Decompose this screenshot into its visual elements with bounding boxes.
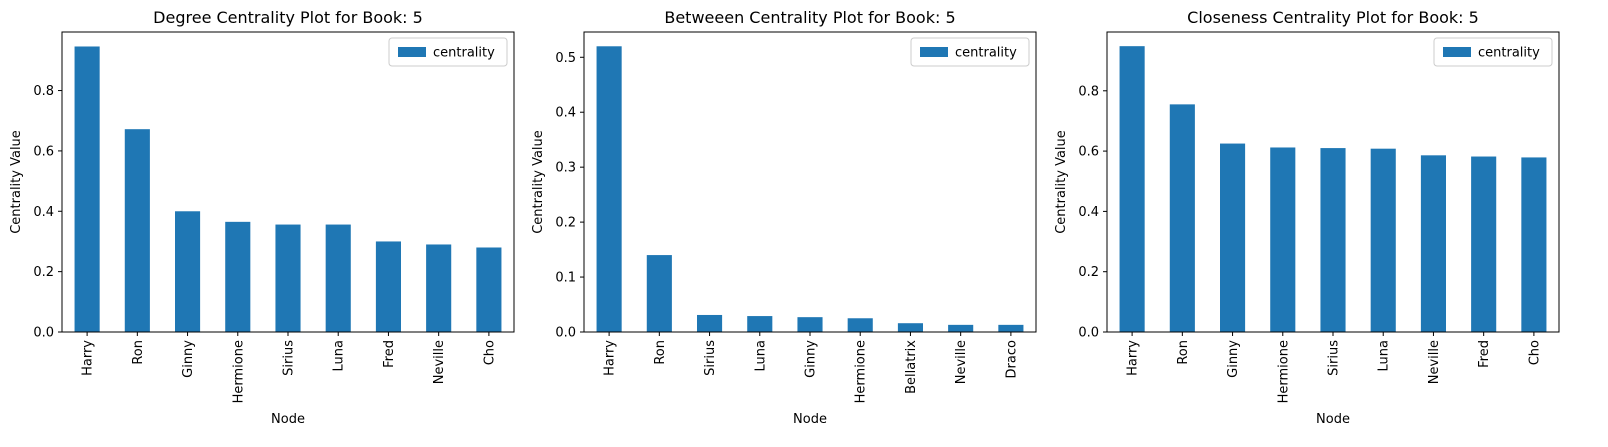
legend-swatch — [1443, 47, 1471, 57]
legend: centrality — [910, 37, 1030, 67]
legend-box — [1433, 37, 1553, 67]
x-axis-label: Node — [793, 412, 827, 427]
bar-harry — [1119, 46, 1145, 333]
x-axis-label: Node — [271, 412, 305, 427]
x-tick-label: Neville — [1427, 340, 1442, 384]
y-tick-label: 0.8 — [33, 84, 54, 99]
chart-title: Degree Centrality Plot for Book: 5 — [153, 8, 423, 27]
x-tick-label: Fred — [382, 340, 397, 368]
chart-1: 0.0 0.2 0.4 0.6 0.8 Harry Ron Ginny Hermione Siri… — [9, 8, 515, 427]
y-tick-label: 0.0 — [555, 326, 576, 341]
legend: centrality — [1433, 37, 1553, 67]
bar-ron — [1169, 104, 1195, 332]
y-axis-label: Centrality Value — [9, 130, 24, 234]
bar-ginny — [797, 317, 823, 332]
x-tick-label: Cho — [1527, 340, 1542, 365]
y-tick-label: 0.2 — [1078, 265, 1099, 280]
x-tick-label: Neville — [954, 340, 969, 384]
y-tick-label: 0.3 — [555, 161, 576, 176]
x-tick-label: Luna — [753, 340, 768, 371]
x-tick-label: Ginny — [804, 340, 819, 378]
legend-label: centrality — [433, 46, 495, 61]
bar-cho — [476, 247, 502, 332]
bar-bellatrix — [897, 323, 923, 332]
bar-harry — [596, 46, 622, 333]
x-tick-label: Hermione — [231, 340, 246, 403]
x-tick-label: Fred — [1477, 340, 1492, 368]
legend-swatch — [398, 47, 426, 57]
bar-ginny — [175, 211, 201, 332]
x-tick-label: Ginny — [181, 340, 196, 378]
x-tick-label: Neville — [432, 340, 447, 384]
x-tick-label: Cho — [482, 340, 497, 365]
bar-luna — [325, 224, 351, 332]
y-tick-label: 0.5 — [555, 51, 576, 66]
bar-luna — [747, 316, 773, 332]
x-tick-label: Luna — [1377, 340, 1392, 371]
x-tick-label: Draco — [1004, 340, 1019, 378]
x-tick-label: Ginny — [1226, 340, 1241, 378]
bar-ginny — [1220, 143, 1246, 332]
y-tick-label: 0.1 — [555, 271, 576, 286]
chart-title: Betweeen Centrality Plot for Book: 5 — [664, 8, 955, 27]
x-tick-label: Sirius — [703, 340, 718, 376]
bar-ron — [124, 129, 150, 332]
bar-harry — [74, 46, 100, 332]
x-tick-label: Sirius — [282, 340, 297, 376]
x-tick-label: Ron — [653, 340, 668, 365]
y-tick-label: 0.0 — [1078, 326, 1099, 341]
y-tick-label: 0.4 — [1078, 205, 1099, 220]
legend-box — [388, 37, 508, 67]
chart-3: 0.0 0.2 0.4 0.6 0.8 Harry Ron Ginny Hermione Siri… — [1054, 8, 1560, 427]
bar-sirius — [1320, 148, 1346, 332]
y-axis-label: Centrality Value — [1054, 130, 1069, 234]
legend: centrality — [388, 37, 508, 67]
chart-2: 0.0 0.1 0.2 0.3 0.4 0.5 Harry Ron Sirius Luna Ginn… — [531, 8, 1037, 427]
x-axis-label: Node — [1316, 412, 1350, 427]
x-tick-label: Hermione — [1276, 340, 1291, 403]
y-tick-label: 0.0 — [33, 326, 54, 341]
bar-draco — [998, 324, 1024, 332]
x-tick-label: Harry — [81, 340, 96, 376]
bar-neville — [1420, 155, 1446, 332]
y-tick-label: 0.8 — [1078, 84, 1099, 99]
y-tick-label: 0.2 — [33, 265, 54, 280]
x-tick-label: Hermione — [854, 340, 869, 403]
x-tick-label: Sirius — [1327, 340, 1342, 376]
y-axis-label: Centrality Value — [531, 130, 546, 234]
legend-label: centrality — [955, 46, 1017, 61]
x-tick-label: Harry — [603, 340, 618, 376]
legend-label: centrality — [1478, 46, 1540, 61]
legend-box — [910, 37, 1030, 67]
bar-fred — [1471, 156, 1497, 332]
x-tick-label: Harry — [1126, 340, 1141, 376]
y-tick-label: 0.6 — [1078, 145, 1099, 160]
bar-luna — [1370, 148, 1396, 332]
bar-sirius — [275, 224, 301, 332]
bar-fred — [375, 241, 401, 332]
x-tick-label: Luna — [332, 340, 347, 371]
bar-hermione — [225, 221, 251, 332]
y-tick-label: 0.2 — [555, 216, 576, 231]
y-tick-label: 0.6 — [33, 144, 54, 159]
bar-neville — [426, 244, 452, 332]
bar-ron — [646, 255, 672, 332]
y-tick-label: 0.4 — [555, 106, 576, 121]
x-tick-label: Ron — [1176, 340, 1191, 365]
bar-hermione — [847, 318, 873, 332]
bar-hermione — [1270, 147, 1296, 332]
chart-title: Closeness Centrality Plot for Book: 5 — [1187, 8, 1479, 27]
bar-sirius — [697, 314, 723, 332]
x-tick-label: Ron — [131, 340, 146, 365]
x-tick-label: Bellatrix — [904, 340, 919, 394]
bar-cho — [1521, 157, 1547, 332]
y-tick-label: 0.4 — [33, 205, 54, 220]
legend-swatch — [920, 47, 948, 57]
bar-neville — [948, 324, 974, 332]
